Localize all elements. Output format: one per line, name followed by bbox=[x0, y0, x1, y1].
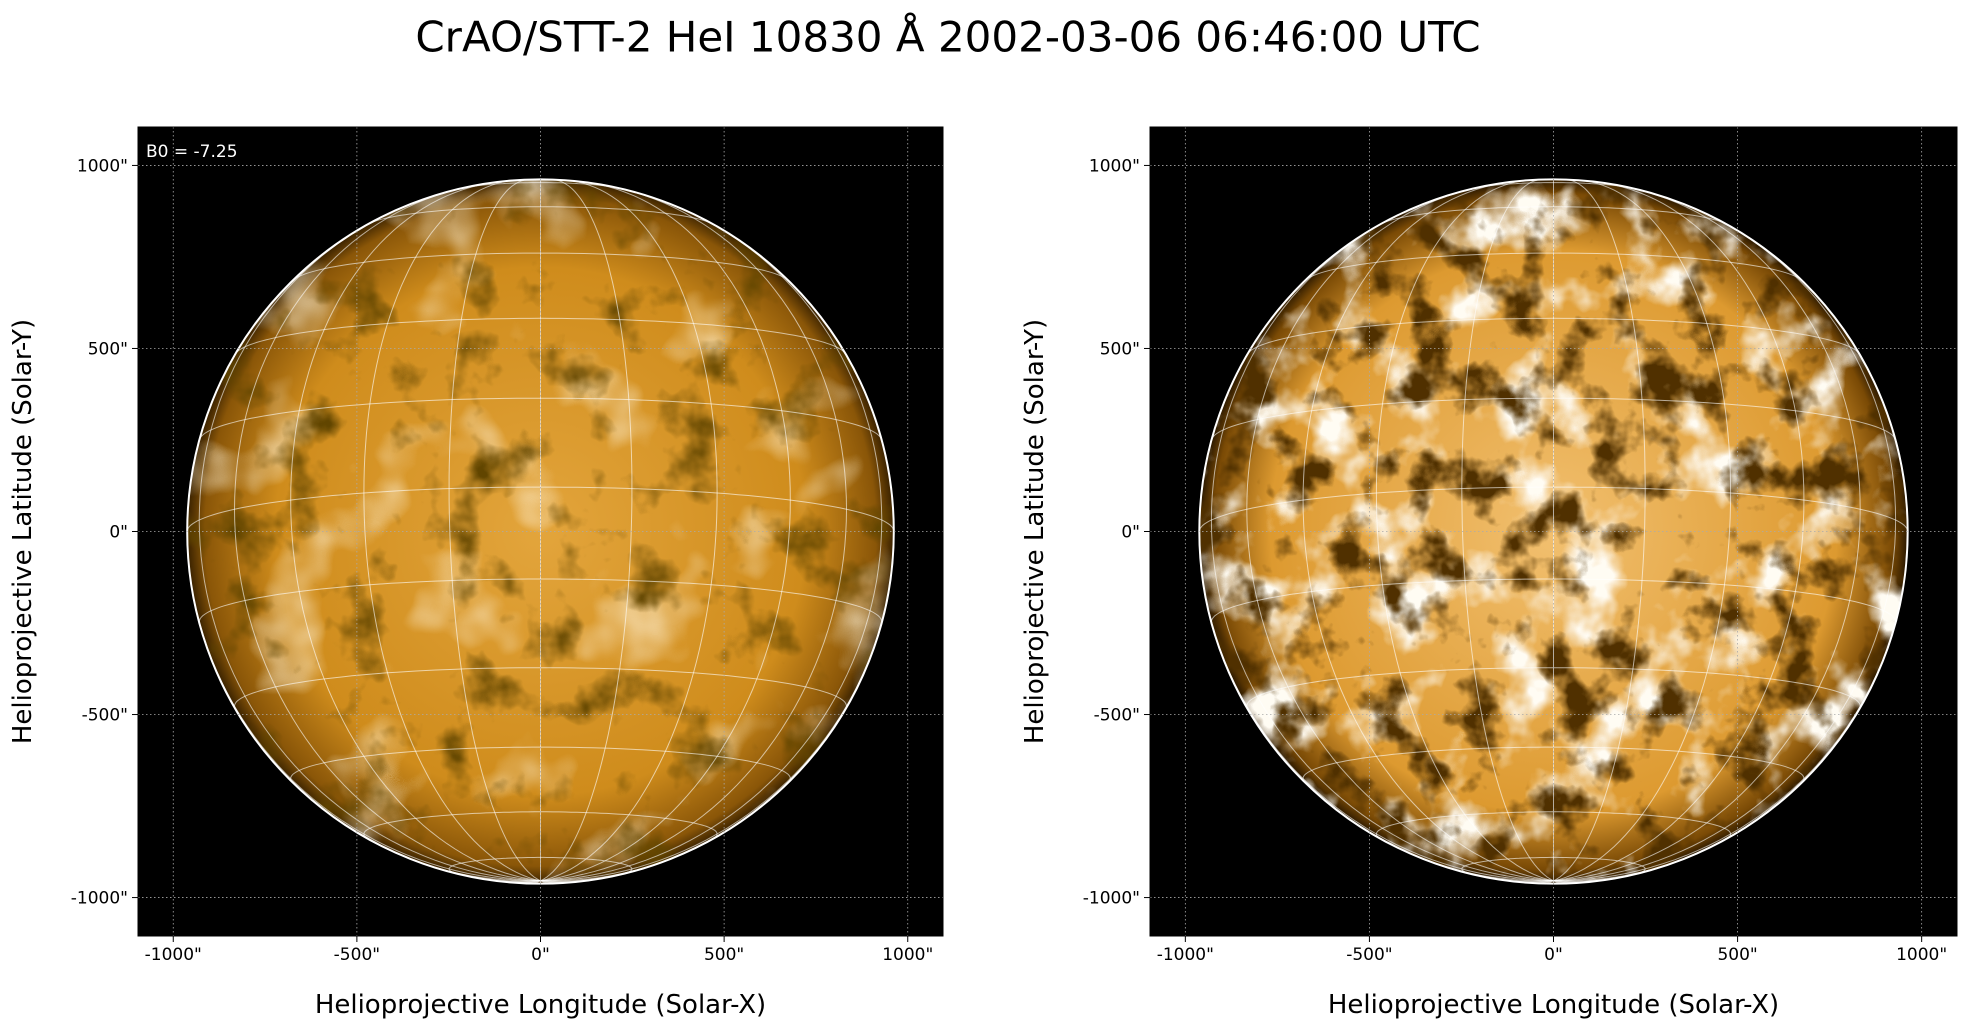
plot-frame bbox=[1149, 126, 1958, 937]
figure-title: CrAO/STT-2 HeI 10830 Å 2002-03-06 06:46:… bbox=[415, 12, 1480, 62]
heliographic-grid bbox=[448, 856, 633, 875]
x-tick-label: -1000" bbox=[1157, 945, 1214, 965]
x-axis-label: Helioprojective Longitude (Solar-X) bbox=[1328, 990, 1779, 1020]
heliographic-grid bbox=[448, 179, 541, 882]
heliographic-grid bbox=[1375, 180, 1554, 882]
heliographic-grid bbox=[199, 397, 882, 440]
y-tick-label: 500" bbox=[88, 339, 128, 359]
y-tick-label: -1000" bbox=[71, 889, 128, 909]
x-tick-label: 0" bbox=[531, 945, 550, 965]
y-tick-label: 1000" bbox=[77, 156, 128, 176]
y-tick-label: -1000" bbox=[1083, 889, 1140, 909]
x-tick-label: 1000" bbox=[1896, 945, 1947, 965]
x-tick-label: -500" bbox=[1346, 945, 1392, 965]
heliographic-grid bbox=[540, 217, 883, 882]
plot-frame bbox=[137, 126, 944, 937]
y-axis-label: Helioprojective Latitude (Solar-Y) bbox=[8, 319, 38, 744]
heliographic-grid bbox=[540, 189, 848, 882]
heliographic-grid bbox=[1553, 189, 1861, 882]
heliographic-grid bbox=[368, 206, 713, 225]
y-tick-label: 1000" bbox=[1089, 156, 1140, 176]
heliographic-grid bbox=[1553, 180, 1732, 882]
heliographic-grid bbox=[540, 180, 718, 882]
x-tick-label: 500" bbox=[704, 945, 744, 965]
heliographic-grid bbox=[1246, 189, 1554, 882]
y-tick-label: 500" bbox=[1100, 339, 1140, 359]
heliographic-grid bbox=[1305, 252, 1802, 281]
heliographic-grid bbox=[1302, 182, 1554, 882]
heliographic-grid bbox=[235, 317, 846, 354]
heliographic-grid bbox=[1461, 856, 1646, 875]
heliographic-grid bbox=[1210, 217, 1554, 882]
heliographic-grid bbox=[1553, 217, 1897, 882]
axes: -1000" -500" 0" 500" 1000" -1000" -500" 0" 500" 1… bbox=[1020, 126, 1958, 1020]
heliographic-grid bbox=[1553, 182, 1805, 882]
x-tick-label: 1000" bbox=[882, 945, 933, 965]
annotation: B0 = -7.25 bbox=[146, 142, 238, 162]
x-tick-label: -500" bbox=[334, 945, 380, 965]
y-tick-label: 0" bbox=[109, 523, 128, 543]
heliographic-grid bbox=[461, 182, 620, 189]
y-tick-label: -500" bbox=[1094, 706, 1140, 726]
y-axis-label: Helioprojective Latitude (Solar-Y) bbox=[1020, 319, 1050, 744]
heliographic-grid bbox=[363, 180, 541, 882]
heliographic-grid bbox=[292, 252, 789, 281]
heliographic-grid bbox=[290, 182, 541, 882]
heliographic-grid bbox=[1211, 397, 1896, 440]
heliographic-grid bbox=[1553, 179, 1646, 882]
heliographic-grid bbox=[233, 189, 541, 882]
heliographic-grid bbox=[1474, 182, 1633, 189]
heliographic-grid bbox=[1381, 206, 1726, 225]
x-tick-label: 500" bbox=[1717, 945, 1757, 965]
y-tick-label: 0" bbox=[1121, 523, 1140, 543]
heliographic-grid bbox=[540, 182, 791, 882]
heliographic-grid bbox=[198, 217, 541, 882]
axes: -1000" -500" 0" 500" 1000" -1000" -500" 0" 500" 1… bbox=[8, 126, 944, 1020]
x-axis-label: Helioprojective Longitude (Solar-X) bbox=[315, 990, 766, 1020]
heliographic-grid bbox=[1248, 317, 1859, 354]
x-tick-label: 0" bbox=[1544, 945, 1563, 965]
y-tick-label: -500" bbox=[82, 706, 128, 726]
heliographic-grid bbox=[1461, 179, 1554, 882]
x-tick-label: -1000" bbox=[145, 945, 202, 965]
heliographic-grid bbox=[540, 179, 633, 882]
